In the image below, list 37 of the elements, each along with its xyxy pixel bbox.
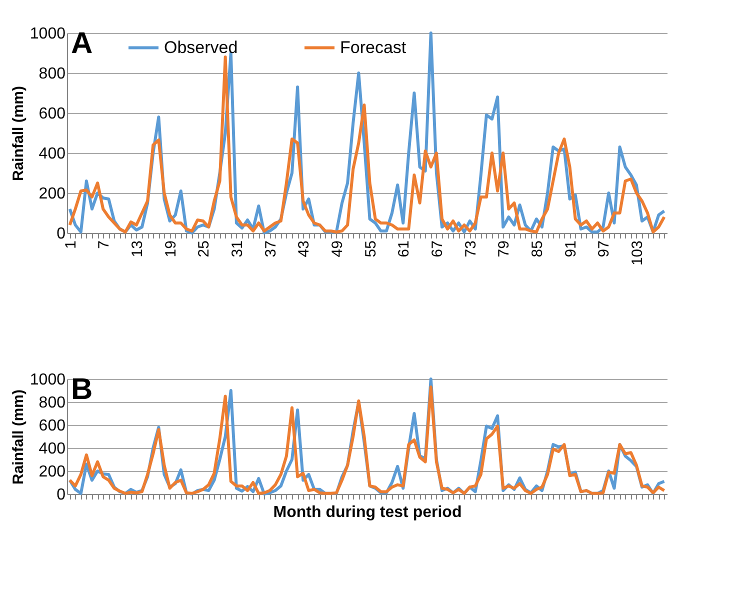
x-tick-label: 97 [596,240,613,258]
y-tick-label: 1000 [30,372,66,388]
y-axis-title: Rainfall (mm) [10,389,27,485]
x-tick-label: 43 [296,240,313,258]
x-tick-label: 61 [396,240,413,258]
y-axis-title: Rainfall (mm) [10,86,27,182]
legend-label: Forecast [340,38,406,57]
x-tick-label: 37 [262,240,280,258]
y-tick-label: 1000 [30,26,66,42]
y-tick-label: 0 [56,226,66,242]
x-tick-label: 73 [462,240,480,258]
chart-title: A [71,27,93,60]
x-tick-label: 55 [362,240,380,258]
x-tick-label: 19 [162,240,180,258]
y-tick-label: 200 [38,464,66,480]
x-tick-label: 13 [128,240,146,258]
x-tick-label: 49 [328,240,346,258]
y-tick-label: 400 [38,146,66,162]
y-tick-label: 400 [38,440,66,458]
y-tick-label: 800 [38,394,66,412]
x-tick-label: 67 [428,240,446,258]
y-tick-label: 600 [38,418,66,434]
x-tick-label: 25 [196,240,213,258]
y-tick-label: 800 [38,66,66,82]
x-tick-label: 31 [228,240,246,258]
chart-title: B [71,373,93,406]
x-tick-label: 1 [62,240,80,249]
y-tick-label: 0 [56,486,66,504]
y-tick-label: 200 [38,186,66,202]
legend-label: Observed [164,38,238,57]
x-tick-label: 103 [628,240,646,266]
x-tick-label: 85 [528,240,546,258]
x-tick-label: 7 [96,240,113,249]
x-tick-label: 91 [562,240,580,258]
y-tick-label: 600 [38,106,66,122]
x-tick-label: 79 [496,240,513,258]
x-axis-title: Month during test period [273,504,462,521]
